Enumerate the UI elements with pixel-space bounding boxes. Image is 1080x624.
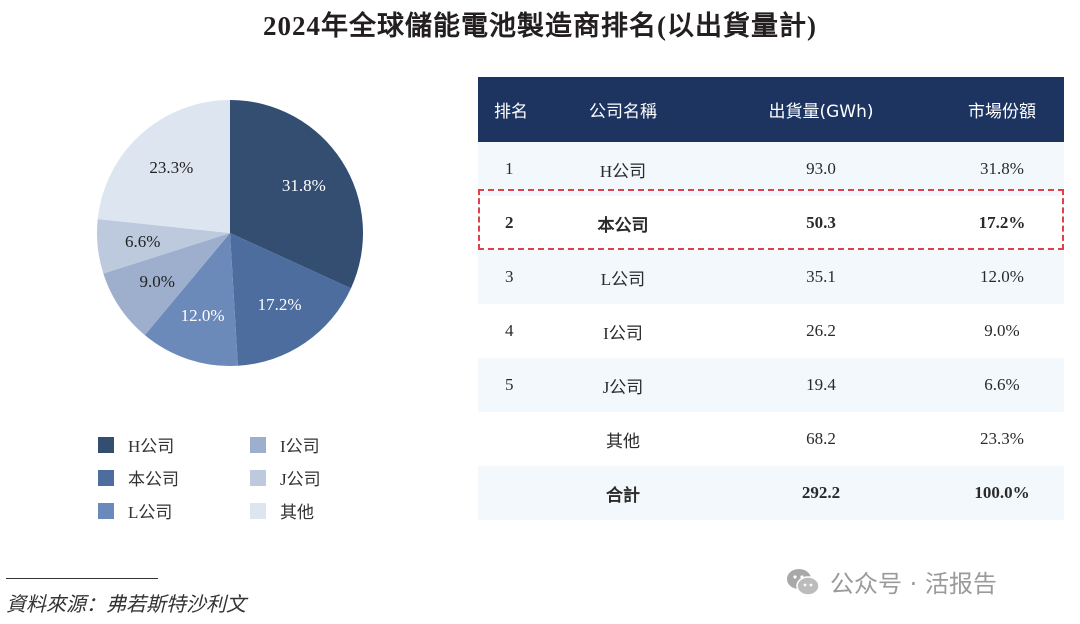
cell-share: 6.6% (984, 375, 1020, 394)
legend-item: I公司 (250, 432, 320, 457)
header-share: 市場份額 (968, 102, 1036, 122)
legend-swatch (250, 469, 266, 486)
pie-chart: 31.8% 17.2% 12.0% 9.0% 6.6% 23.3% (96, 99, 364, 367)
cell-company: H公司 (599, 161, 647, 181)
cell-rank: 4 (505, 321, 514, 340)
wechat-icon (787, 568, 820, 596)
pie-slice (144, 233, 238, 367)
ranking-table: 排名 公司名稱 出貨量(GWh) 市場份額 1 H公司 93.0 31.8% 2… (478, 77, 1064, 520)
table-row: 其他 68.2 23.3% (478, 412, 1064, 466)
cell-rank: 3 (505, 267, 514, 286)
legend-label: J公司 (280, 470, 321, 489)
cell-company: I公司 (603, 323, 643, 343)
cell-rank: 5 (505, 375, 514, 394)
source-note: 資料來源：弗若斯特沙利文 (6, 594, 246, 616)
watermark: 公众号 · 活报告 (786, 564, 997, 599)
cell-shipment: 68.2 (806, 429, 836, 448)
pie-slice-label: 17.2% (257, 295, 302, 315)
pie-slice-label: 31.8% (281, 175, 326, 195)
chart-title: 2024年全球儲能電池製造商排名(以出貨量計) (263, 11, 817, 41)
legend-label: H公司 (128, 437, 175, 456)
pie-slice-label: 9.0% (139, 272, 175, 292)
header-rank: 排名 (494, 102, 528, 122)
pie-slice (97, 219, 230, 274)
pie-slice-label: 12.0% (180, 306, 225, 326)
legend-label: L公司 (128, 503, 173, 522)
source-divider (6, 578, 158, 579)
table-row: 3 L公司 35.1 12.0% (478, 250, 1064, 304)
watermark-text: 公众号 · 活报告 (830, 570, 997, 598)
pie-svg (97, 100, 363, 367)
cell-rank: 2 (505, 213, 514, 232)
pie-slice (230, 233, 351, 366)
cell-shipment: 26.2 (806, 321, 836, 340)
legend-label: I公司 (280, 437, 320, 456)
legend-label: 其他 (280, 503, 314, 522)
cell-shipment: 19.4 (806, 375, 836, 394)
cell-shipment: 50.3 (806, 213, 836, 232)
cell-share: 9.0% (984, 321, 1020, 340)
table-row-total: 合計 292.2 100.0% (478, 466, 1064, 520)
cell-company: 其他 (606, 431, 640, 451)
cell-share: 12.0% (980, 267, 1024, 286)
table-row: 5 J公司 19.4 6.6% (478, 358, 1064, 412)
cell-company: 合計 (606, 485, 640, 505)
pie-slice-label: 23.3% (149, 157, 194, 177)
table-row: 1 H公司 93.0 31.8% (478, 142, 1064, 196)
cell-share: 17.2% (978, 213, 1026, 232)
legend-item: 其他 (250, 498, 314, 523)
cell-company: J公司 (602, 377, 644, 397)
pie-slice (230, 100, 363, 289)
legend-swatch (98, 502, 114, 519)
header-shipment: 出貨量(GWh) (768, 102, 874, 122)
legend-swatch (98, 436, 114, 453)
pie-slice-label: 6.6% (124, 231, 161, 251)
cell-share: 100.0% (974, 483, 1030, 502)
cell-rank (478, 412, 544, 466)
cell-shipment: 292.2 (801, 483, 841, 502)
legend-label: 本公司 (128, 470, 179, 489)
legend-item: L公司 (98, 498, 172, 523)
pie-slice (103, 233, 230, 336)
legend-item: J公司 (250, 465, 321, 490)
cell-shipment: 35.1 (806, 267, 836, 286)
cell-share: 23.3% (980, 429, 1024, 448)
cell-rank (478, 466, 544, 520)
cell-share: 31.8% (980, 159, 1024, 178)
legend-swatch (98, 469, 114, 486)
pie-slice (97, 100, 230, 233)
cell-company: 本公司 (597, 215, 649, 235)
table-row: 4 I公司 26.2 9.0% (478, 304, 1064, 358)
cell-shipment: 93.0 (806, 159, 836, 178)
table-header-row: 排名 公司名稱 出貨量(GWh) 市場份額 (478, 77, 1064, 142)
legend-swatch (250, 436, 266, 453)
header-company: 公司名稱 (589, 102, 657, 122)
cell-company: L公司 (600, 269, 646, 289)
legend-swatch (250, 502, 266, 519)
legend-item: H公司 (98, 432, 174, 457)
cell-rank: 1 (505, 159, 514, 178)
legend-item: 本公司 (98, 465, 179, 490)
table-row-highlighted: 2 本公司 50.3 17.2% (478, 196, 1064, 250)
